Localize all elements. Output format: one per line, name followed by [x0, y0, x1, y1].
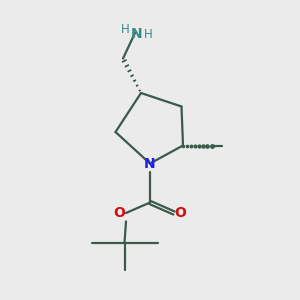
Text: H: H: [144, 28, 153, 41]
Text: N: N: [144, 157, 156, 170]
Text: N: N: [131, 28, 142, 41]
Text: O: O: [175, 206, 187, 220]
Text: H: H: [121, 23, 130, 36]
Text: O: O: [113, 206, 125, 220]
